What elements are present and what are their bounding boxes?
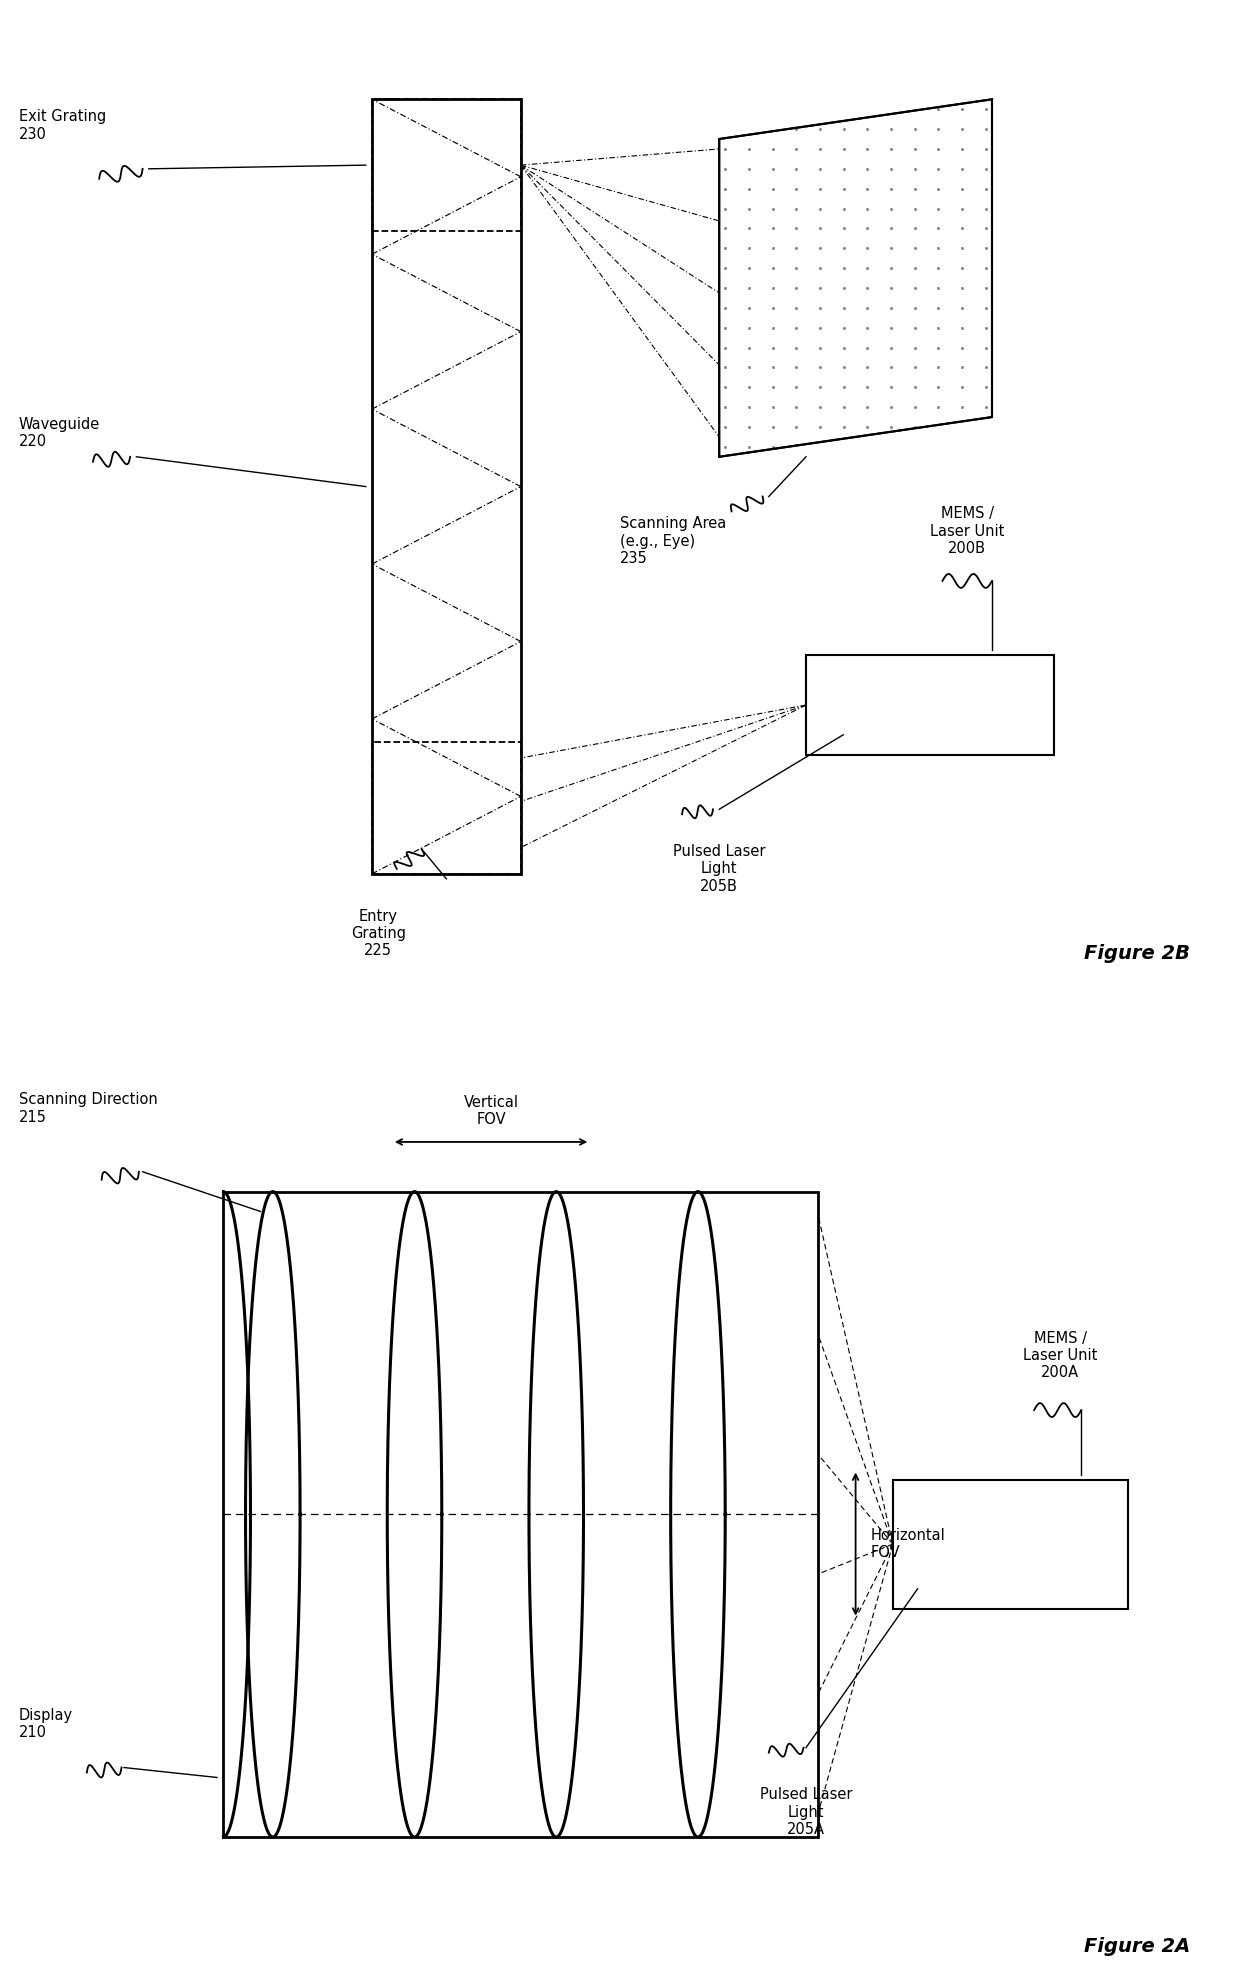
Text: Figure 2A: Figure 2A	[1084, 1936, 1190, 1956]
Text: Pulsed Laser
Light
205B: Pulsed Laser Light 205B	[673, 844, 765, 894]
Bar	[372, 99, 521, 874]
Text: Display
210: Display 210	[19, 1708, 73, 1740]
Text: MEMS /
Laser Unit
200A: MEMS / Laser Unit 200A	[1023, 1331, 1097, 1380]
Text: Pulsed Laser
Light
205A: Pulsed Laser Light 205A	[760, 1787, 852, 1837]
Bar	[372, 743, 521, 874]
Text: Horizontal
FOV: Horizontal FOV	[870, 1527, 945, 1561]
Text: Scanning Direction
215: Scanning Direction 215	[19, 1092, 157, 1124]
Bar	[806, 655, 1054, 755]
Text: MEMS /
Laser Unit
200B: MEMS / Laser Unit 200B	[930, 506, 1004, 556]
Text: Entry
Grating
225: Entry Grating 225	[351, 910, 405, 959]
Text: Waveguide
220: Waveguide 220	[19, 417, 100, 449]
Text: Figure 2B: Figure 2B	[1085, 943, 1190, 963]
Bar	[893, 1480, 1128, 1609]
Bar	[223, 1192, 818, 1837]
Bar	[372, 99, 521, 230]
Text: Exit Grating
230: Exit Grating 230	[19, 109, 105, 141]
Text: Scanning Area
(e.g., Eye)
235: Scanning Area (e.g., Eye) 235	[620, 516, 727, 566]
Text: Vertical
FOV: Vertical FOV	[464, 1094, 518, 1126]
